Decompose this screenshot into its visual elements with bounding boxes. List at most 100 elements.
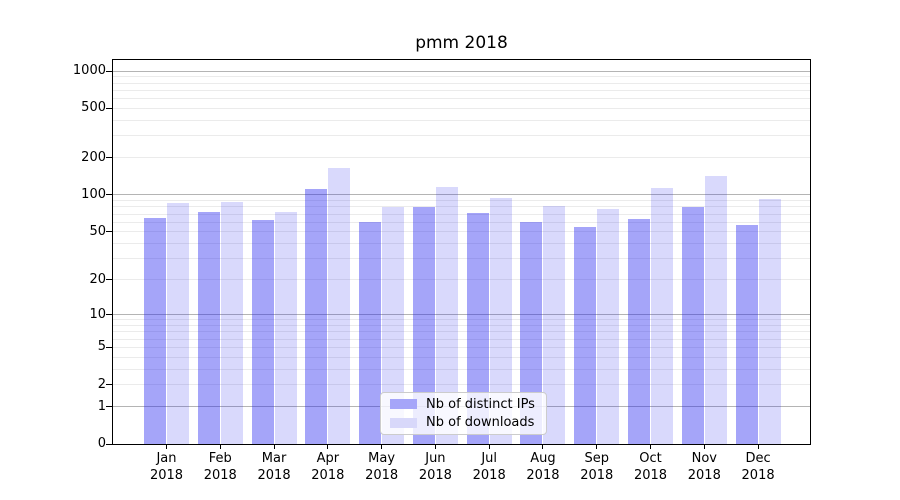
x-tick-year: 2018	[633, 467, 668, 483]
minor-gridline	[113, 135, 810, 137]
bar-ips-jan	[144, 217, 166, 444]
x-tick-month: Jul	[481, 451, 498, 466]
x-tick-month: Oct	[639, 451, 662, 466]
bar-ips-mar	[251, 220, 274, 444]
bar-downloads-may	[382, 206, 405, 444]
x-tick-mark	[596, 444, 598, 449]
y-tick-mark	[106, 443, 112, 445]
x-tick-label-dec: Dec 2018	[726, 451, 790, 484]
x-tick-year: 2018	[418, 467, 452, 483]
minor-gridline	[113, 221, 810, 223]
major-gridline	[113, 70, 810, 72]
x-tick-year: 2018	[526, 467, 560, 483]
x-tick-month: Dec	[745, 451, 771, 466]
y-tick-mark	[106, 107, 112, 109]
x-tick-mark	[757, 444, 759, 449]
bar-ips-jun	[412, 206, 435, 444]
x-tick-month: May	[368, 451, 396, 466]
x-tick-month: Sep	[584, 451, 609, 466]
legend-label-downloads: Nb of downloads	[426, 415, 535, 431]
legend: Nb of distinct IPs Nb of downloads	[380, 392, 547, 435]
major-gridline	[113, 194, 810, 196]
minor-gridline	[113, 279, 810, 281]
minor-gridline	[113, 243, 810, 245]
minor-gridline	[113, 368, 810, 370]
x-tick-label-mar: Mar 2018	[242, 451, 306, 484]
minor-gridline	[113, 119, 810, 121]
bar-ips-nov	[681, 207, 704, 444]
x-tick-month: Aug	[530, 451, 556, 466]
major-gridline	[113, 314, 810, 316]
x-tick-mark	[327, 444, 329, 449]
x-tick-mark	[488, 444, 490, 449]
x-tick-mark	[434, 444, 436, 449]
y-tick-mark	[106, 406, 112, 408]
y-tick-mark	[106, 314, 112, 316]
y-tick-mark	[106, 157, 112, 159]
legend-swatch-downloads	[390, 417, 417, 428]
y-tick-mark	[106, 231, 112, 233]
y-tick-label: 100	[81, 186, 106, 202]
y-tick-label: 20	[89, 271, 106, 287]
x-tick-year: 2018	[687, 467, 721, 483]
y-tick-label: 2	[97, 376, 106, 392]
minor-gridline	[113, 346, 810, 348]
minor-gridline	[113, 258, 810, 260]
x-tick-label-feb: Feb 2018	[188, 451, 252, 484]
bar-ips-feb	[197, 211, 220, 444]
minor-gridline	[113, 76, 810, 78]
bar-downloads-sep	[597, 209, 620, 444]
y-tick-mark	[106, 194, 112, 196]
bar-downloads-jun	[435, 187, 458, 444]
minor-gridline	[113, 98, 810, 100]
y-tick-label: 500	[81, 100, 106, 116]
y-tick-mark	[106, 70, 112, 72]
x-tick-year: 2018	[203, 467, 237, 483]
bar-downloads-apr	[328, 167, 351, 444]
y-tick-label: 200	[81, 149, 106, 165]
x-tick-mark	[219, 444, 221, 449]
x-tick-label-oct: Oct 2018	[619, 451, 683, 484]
bar-ips-oct	[628, 219, 651, 444]
x-tick-year: 2018	[472, 467, 506, 483]
x-tick-month: Feb	[208, 451, 232, 466]
y-tick-label: 1000	[72, 63, 106, 79]
x-tick-label-jan: Jan 2018	[135, 451, 199, 484]
x-tick-label-jun: Jun 2018	[403, 451, 467, 484]
bar-downloads-jan	[167, 203, 189, 444]
x-tick-label-aug: Aug 2018	[511, 451, 575, 484]
bar-downloads-feb	[220, 201, 243, 444]
x-tick-mark	[542, 444, 544, 449]
minor-gridline	[113, 213, 810, 215]
minor-gridline	[113, 82, 810, 84]
minor-gridline	[113, 157, 810, 159]
x-tick-month: Mar	[261, 451, 287, 466]
x-tick-year: 2018	[149, 467, 184, 483]
y-tick-mark	[106, 279, 112, 281]
chart-title: pmm 2018	[415, 33, 508, 53]
y-tick-mark	[106, 346, 112, 348]
x-tick-mark	[650, 444, 652, 449]
x-tick-month: Jan	[156, 451, 177, 466]
bar-ips-jul	[466, 212, 489, 444]
x-tick-year: 2018	[257, 467, 291, 483]
plot-area	[106, 59, 811, 449]
x-tick-label-may: May 2018	[350, 451, 414, 484]
minor-gridline	[113, 89, 810, 91]
x-tick-mark	[166, 444, 167, 449]
bar-downloads-aug	[543, 205, 566, 444]
x-tick-label-jul: Jul 2018	[457, 451, 521, 484]
x-tick-label-sep: Sep 2018	[565, 451, 629, 484]
x-tick-mark	[273, 444, 275, 449]
bar-downloads-dec	[758, 198, 781, 444]
bar-ips-may	[359, 221, 382, 444]
y-tick-label: 10	[89, 306, 106, 322]
bar-downloads-oct	[651, 187, 674, 444]
y-tick-label: 0	[97, 436, 106, 452]
x-tick-mark	[381, 444, 383, 449]
minor-gridline	[113, 384, 810, 386]
minor-gridline	[113, 356, 810, 358]
y-tick-label: 1	[97, 398, 106, 414]
minor-gridline	[113, 107, 810, 109]
